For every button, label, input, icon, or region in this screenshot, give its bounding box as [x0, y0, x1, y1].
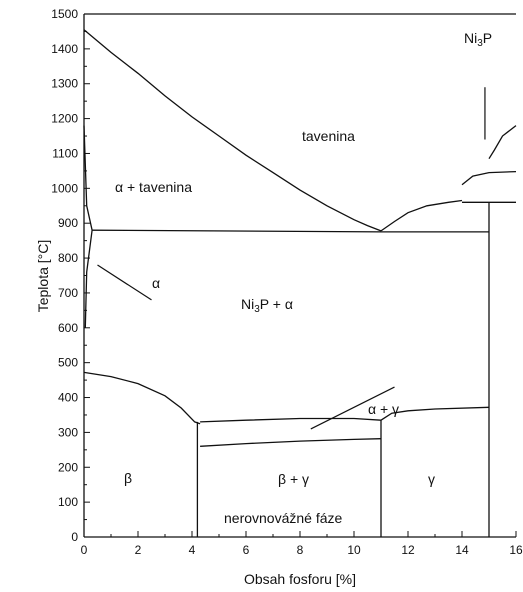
boundary-alpha-solvus-lower [84, 230, 93, 328]
x-tick-label: 0 [81, 543, 88, 557]
y-tick-label: 200 [58, 460, 78, 474]
region-gamma: γ [428, 471, 435, 487]
boundary-upper-line-1 [461, 170, 517, 186]
region-alpha: α [152, 275, 160, 291]
x-tick-label: 10 [347, 543, 361, 557]
region-alpha-melt: α + tavenina [115, 179, 192, 195]
boundary-liquidus-right [380, 199, 463, 232]
y-tick-label: 500 [58, 356, 78, 370]
y-tick-label: 1500 [51, 7, 78, 21]
y-tick-label: 1100 [52, 146, 78, 160]
pointer-alpha-gamma [310, 386, 395, 430]
boundary-alpha-solidus-upper [83, 125, 93, 231]
boundary-beta-gamma-upper [200, 438, 382, 447]
x-axis-title: Obsah fosforu [%] [244, 571, 356, 587]
boundary-beta-boundary [83, 371, 201, 425]
y-tick-label: 900 [58, 216, 78, 230]
x-tick-label: 4 [189, 543, 196, 557]
y-tick-label: 600 [58, 321, 78, 335]
region-melt: tavenina [302, 128, 355, 144]
boundary-alpha-gamma-upper [200, 417, 382, 423]
y-tick-label: 1400 [51, 42, 78, 56]
x-tick-label: 16 [509, 543, 523, 557]
region-alpha-gamma: α + γ [368, 401, 399, 417]
y-axis-title: Teplota [°C] [35, 240, 51, 313]
boundary-liquidus-left [83, 29, 382, 232]
region-ni3p-alpha: Ni3P + α [241, 296, 293, 315]
x-tick-label: 8 [297, 543, 304, 557]
y-tick-label: 100 [58, 495, 78, 509]
boundary-gamma-upper [380, 406, 490, 421]
x-tick-label: 6 [243, 543, 250, 557]
y-tick-label: 300 [58, 425, 78, 439]
y-tick-label: 400 [58, 391, 78, 405]
boundary-upper-line-2 [488, 125, 517, 160]
y-tick-label: 1200 [51, 112, 78, 126]
y-tick-label: 700 [58, 286, 78, 300]
x-tick-label: 2 [135, 543, 142, 557]
region-beta: β [124, 470, 132, 486]
y-tick-label: 800 [58, 251, 78, 265]
region-beta-gamma: β + γ [278, 471, 309, 487]
region-nonequilibrium: nerovnovážné fáze [224, 510, 343, 526]
x-tick-label: 14 [455, 543, 469, 557]
y-tick-label: 1300 [51, 77, 78, 91]
y-tick-label: 0 [71, 530, 78, 544]
pointer-alpha [97, 264, 152, 301]
region-ni3p: Ni3P [464, 30, 492, 49]
boundary-eutectic-alpha-ni3p [92, 229, 489, 233]
y-tick-label: 1000 [51, 181, 78, 195]
x-tick-label: 12 [401, 543, 415, 557]
